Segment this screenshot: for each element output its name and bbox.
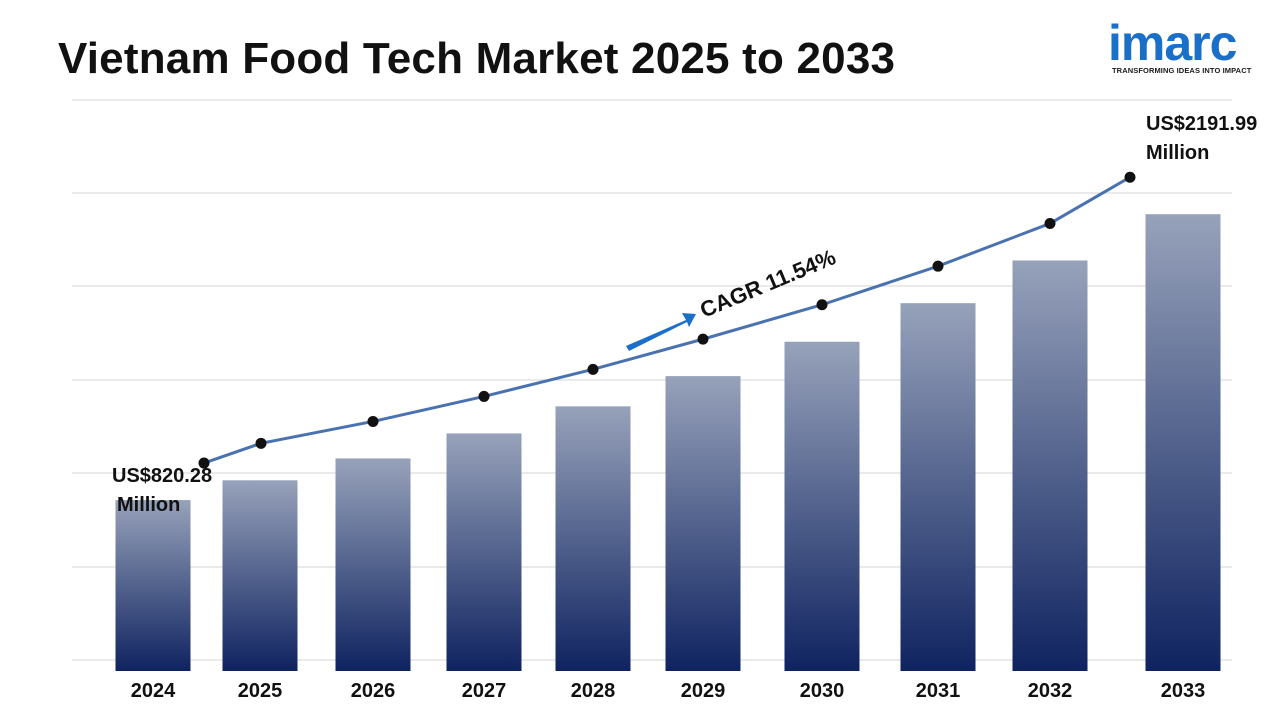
x-tick-label: 2024 [131,680,176,702]
x-tick-label: 2033 [1161,680,1206,702]
trend-point-2025 [255,437,267,449]
logo-wordmark: imarc [1108,15,1237,71]
imarc-logo: imarc TRANSFORMING IDEAS INTO IMPACT [1108,8,1274,78]
bar-2026 [335,458,411,671]
bar-2032 [1012,260,1088,671]
bar-2025 [222,480,298,671]
trend-point-2024 [198,457,210,469]
cagr-arrow-icon [626,313,696,351]
logo-tagline: TRANSFORMING IDEAS INTO IMPACT [1112,66,1252,75]
trend-point-2028 [587,363,599,375]
bar-2024 [115,500,191,671]
cagr-annotation: CAGR 11.54% [626,244,839,351]
trend-point-2029 [697,333,709,345]
bar-2029 [665,376,741,671]
cagr-label: CAGR 11.54% [696,244,839,322]
x-tick-label: 2030 [800,680,845,702]
last-value-unit: Million [1146,142,1209,164]
trend-point-2030 [816,299,828,311]
x-tick-label: 2031 [916,680,961,702]
trend-point-2032 [1044,217,1056,229]
x-axis-tick-labels: 2024 2025 2026 2027 2028 2029 2030 2031 2032 2033 [131,680,1206,702]
x-tick-label: 2028 [571,680,616,702]
trend-line-layer [203,175,1131,465]
trend-point-2033 [1124,171,1136,183]
x-tick-label: 2032 [1028,680,1073,702]
trend-point-2031 [932,260,944,272]
bar-2028 [555,406,631,671]
trend-point-2027 [478,390,490,402]
bar-2030 [784,341,860,671]
x-tick-label: 2025 [238,680,283,702]
bar-2033 [1145,214,1221,671]
first-value-unit: Million [117,494,180,516]
x-tick-label: 2026 [351,680,396,702]
last-value-label: US$2191.99 [1146,113,1257,135]
x-tick-label: 2027 [462,680,507,702]
value-callouts: US$820.28 Million US$2191.99 Million [112,113,1257,516]
bars [115,214,1221,671]
trend-markers [198,171,1136,469]
bar-2031 [900,303,976,671]
bar-2027 [446,433,522,671]
trend-line [203,175,1131,465]
first-value-label: US$820.28 [112,465,212,487]
page-title: Vietnam Food Tech Market 2025 to 2033 [58,34,896,83]
trend-point-2026 [367,415,379,427]
x-tick-label: 2029 [681,680,726,702]
